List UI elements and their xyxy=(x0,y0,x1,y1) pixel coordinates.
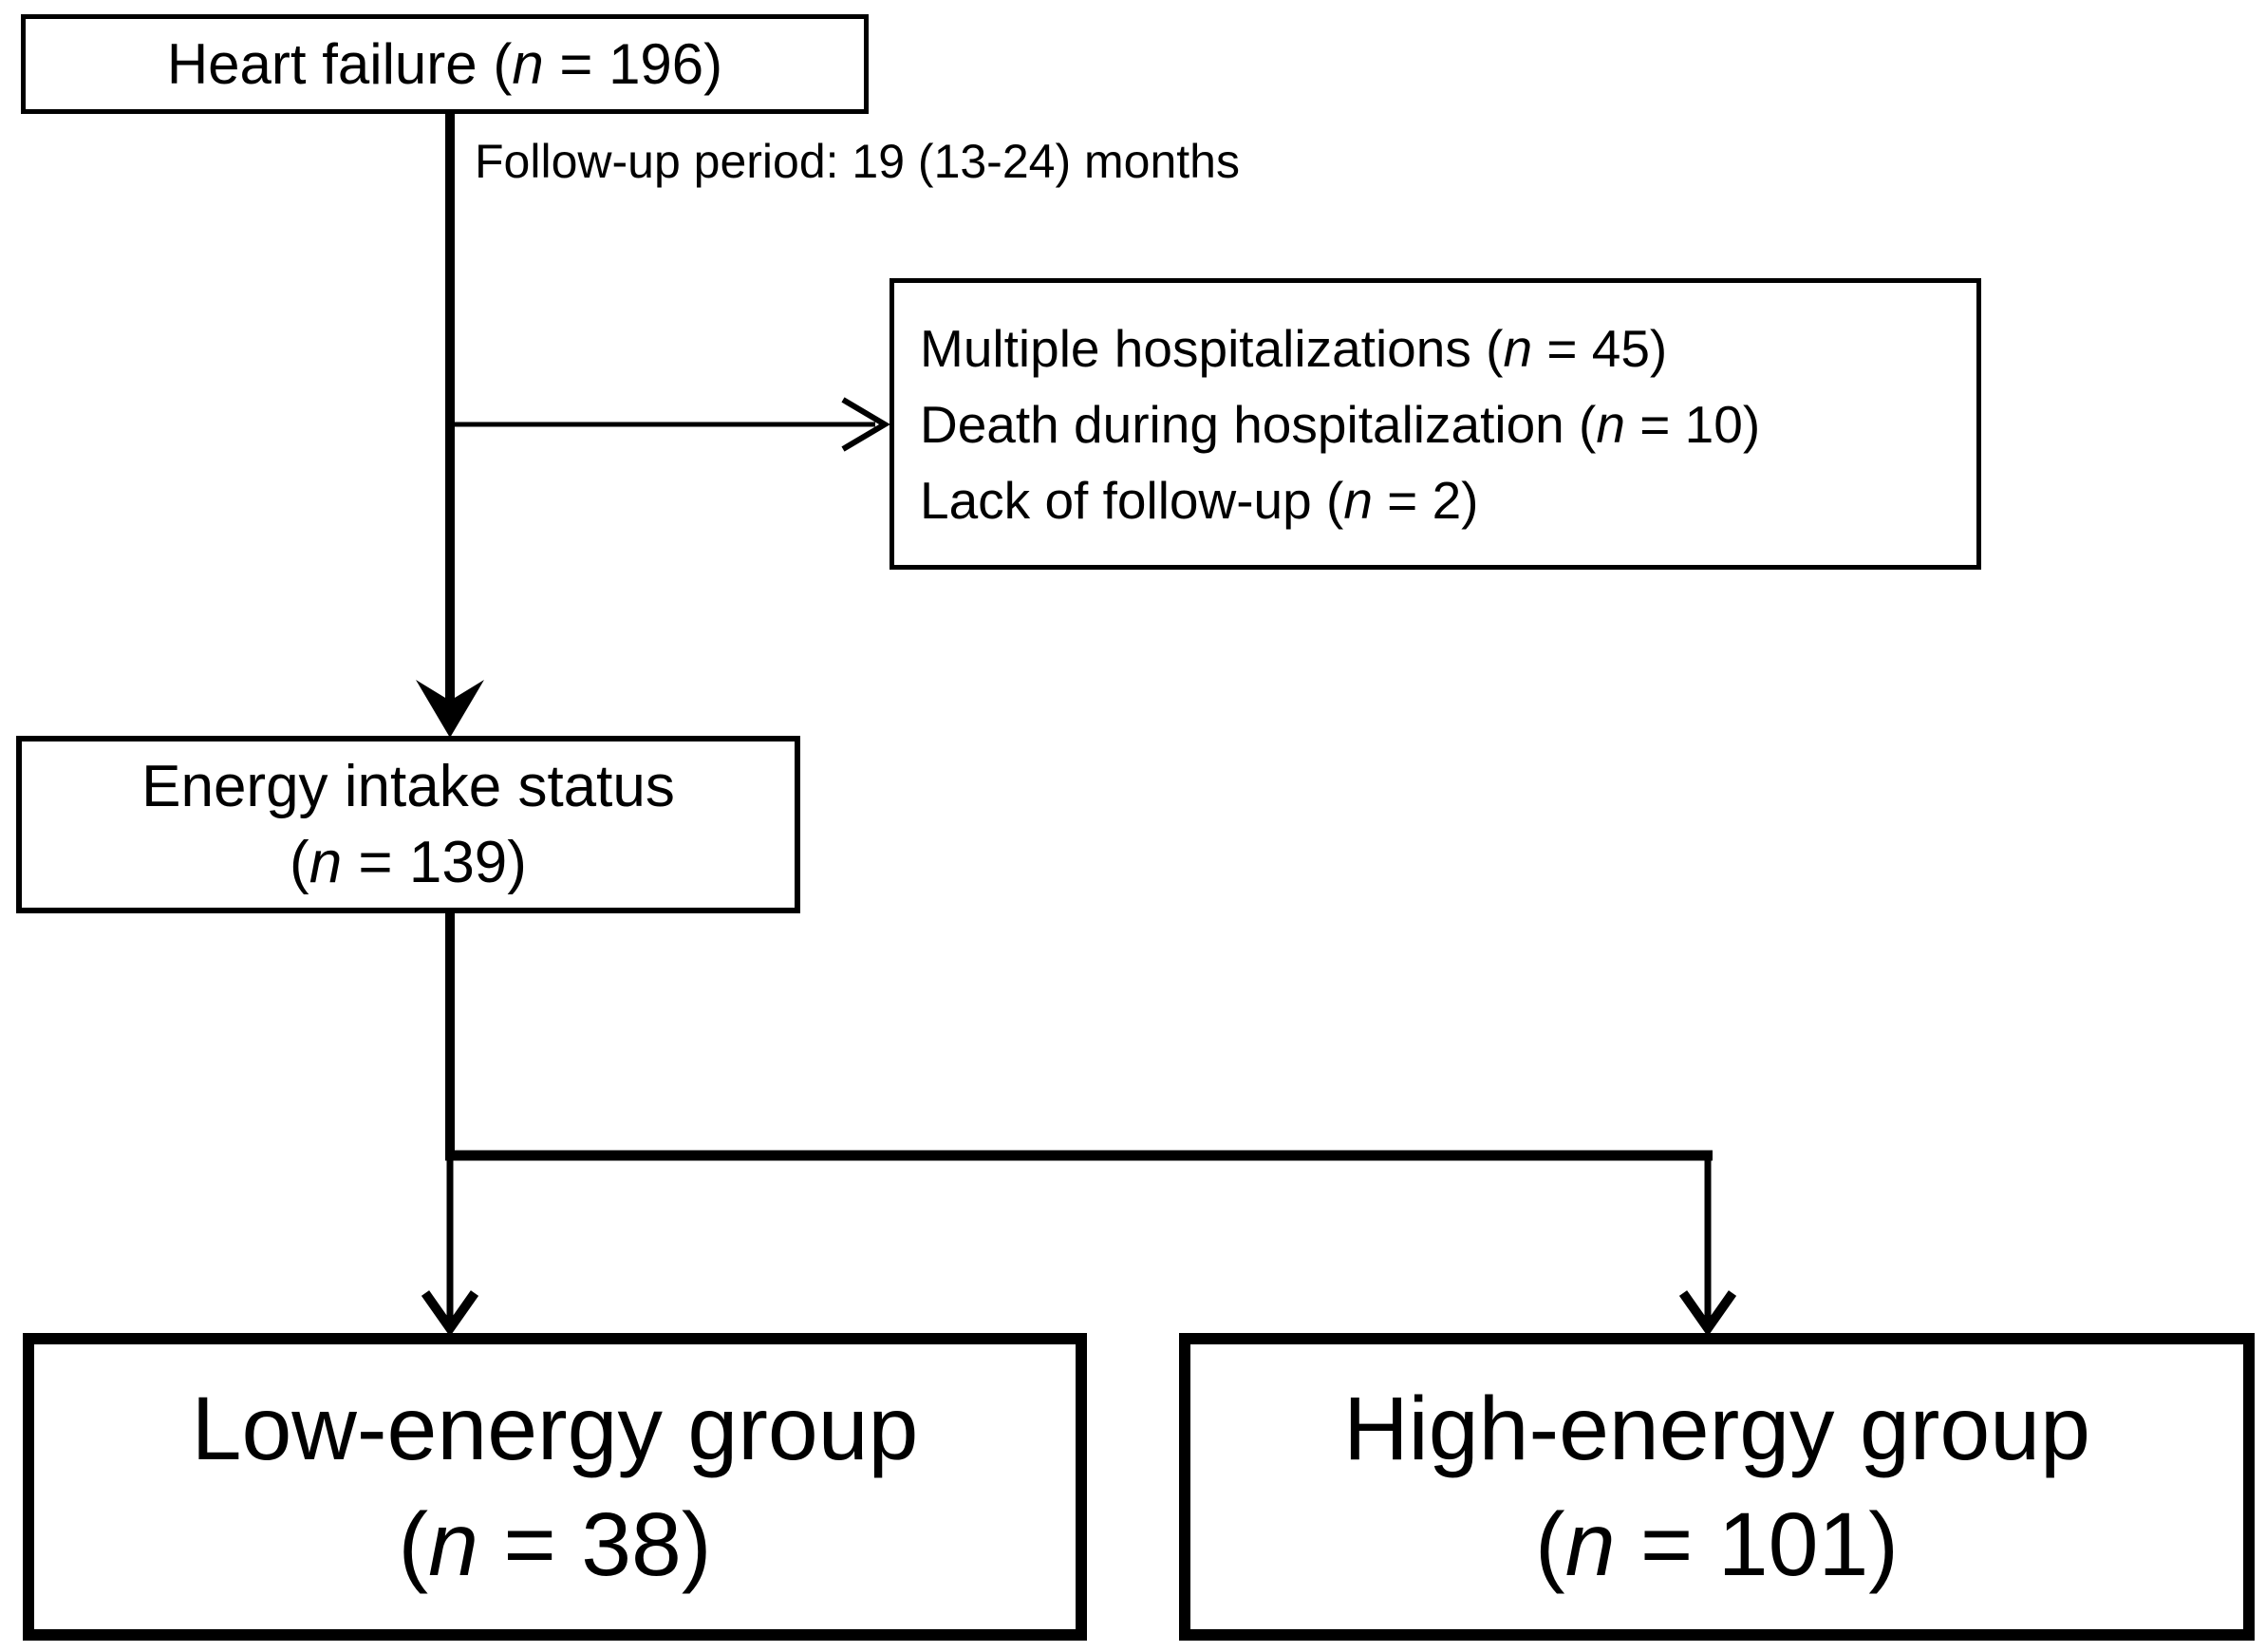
n-italic: n xyxy=(309,829,343,895)
exclusion-line-multiple-hospitalizations: Multiple hospitalizations (n = 45) xyxy=(920,310,1667,386)
heart-failure-box: Heart failure (n = 196) xyxy=(21,14,869,114)
high-energy-label-line2: (n = 101) xyxy=(1535,1487,1899,1603)
text-segment: = 2) xyxy=(1372,470,1479,530)
text-segment: = 139) xyxy=(342,829,527,895)
exclusion-line-lack-of-follow-up: Lack of follow-up (n = 2) xyxy=(920,462,1479,538)
n-italic: n xyxy=(1596,394,1625,454)
n-italic: n xyxy=(1503,318,1533,378)
low-energy-group-box: Low-energy group (n = 38) xyxy=(23,1333,1087,1641)
n-italic: n xyxy=(1343,470,1373,530)
text-segment: Multiple hospitalizations ( xyxy=(920,318,1504,378)
arrowhead-right-icon xyxy=(841,397,890,452)
text-segment: Heart failure ( xyxy=(166,32,513,96)
follow-up-period-note: Follow-up period: 19 (13-24) months xyxy=(475,135,1240,188)
text-segment: ( xyxy=(290,829,309,895)
text-segment: Energy intake status xyxy=(141,753,675,819)
text-segment: ( xyxy=(1535,1494,1565,1595)
energy-intake-label-line2: (n = 139) xyxy=(290,825,527,901)
text-segment: Lack of follow-up ( xyxy=(920,470,1344,530)
high-energy-group-box: High-energy group (n = 101) xyxy=(1179,1333,2255,1641)
text-segment: Low-energy group xyxy=(191,1379,919,1479)
arrowhead-down-icon xyxy=(416,680,484,738)
text-segment: = 196) xyxy=(543,32,723,96)
arrowhead-down-left-icon xyxy=(421,1290,479,1337)
energy-intake-status-box: Energy intake status (n = 139) xyxy=(16,736,800,913)
low-energy-label-line1: Low-energy group xyxy=(192,1371,919,1487)
exclusion-line-death-during-hospitalization: Death during hospitalization (n = 10) xyxy=(920,386,1760,462)
text-segment: = 45) xyxy=(1532,318,1668,378)
text-segment: High-energy group xyxy=(1343,1379,2090,1479)
text-segment: ( xyxy=(398,1494,429,1595)
text-segment: = 101) xyxy=(1615,1494,1899,1595)
text-segment: Follow-up period: 19 (13-24) months xyxy=(475,135,1240,188)
n-italic: n xyxy=(1564,1494,1616,1595)
low-energy-label-line2: (n = 38) xyxy=(398,1487,711,1603)
text-segment: = 10) xyxy=(1624,394,1761,454)
arrowhead-down-right-icon xyxy=(1678,1290,1737,1337)
text-segment: Death during hospitalization ( xyxy=(920,394,1597,454)
n-italic: n xyxy=(428,1494,478,1595)
text-segment: = 38) xyxy=(478,1494,712,1595)
energy-intake-label-line1: Energy intake status xyxy=(141,749,675,825)
exclusions-box: Multiple hospitalizations (n = 45) Death… xyxy=(890,278,1981,570)
n-italic: n xyxy=(512,32,544,96)
high-energy-label-line1: High-energy group xyxy=(1343,1371,2090,1487)
heart-failure-label: Heart failure (n = 196) xyxy=(167,31,722,97)
